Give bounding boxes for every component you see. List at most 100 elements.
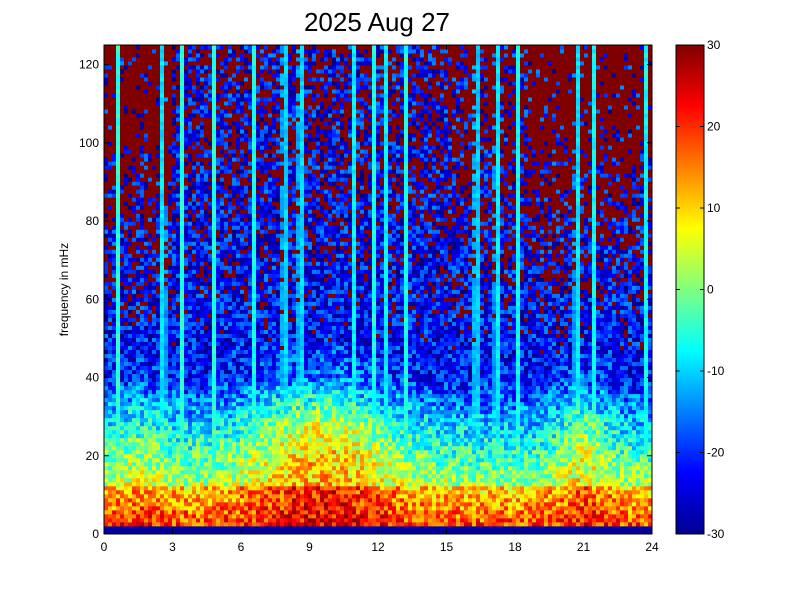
heatmap-cell (156, 397, 161, 403)
heatmap-cell (184, 177, 189, 182)
heatmap-cell (164, 349, 169, 355)
heatmap-cell (228, 333, 233, 338)
heatmap-cell (212, 297, 217, 302)
heatmap-cell (108, 165, 113, 170)
heatmap-cell (188, 341, 193, 347)
heatmap-cell (260, 209, 265, 214)
heatmap-cell (260, 53, 265, 58)
heatmap-cell (204, 505, 209, 511)
heatmap-cell (232, 93, 237, 98)
heatmap-cell (144, 293, 149, 298)
heatmap-cell (240, 57, 245, 62)
heatmap-cell (216, 233, 221, 238)
heatmap-cell (132, 273, 137, 278)
heatmap-cell (132, 425, 137, 431)
heatmap-cell (232, 149, 237, 154)
heatmap-cell (200, 57, 205, 62)
heatmap-cell (224, 361, 229, 367)
heatmap-cell (188, 513, 193, 519)
heatmap-cell (192, 305, 197, 310)
heatmap-cell (248, 169, 253, 174)
heatmap-cell (192, 517, 197, 523)
heatmap-cell (148, 489, 153, 495)
heatmap-cell (200, 397, 205, 403)
heatmap-cell (172, 429, 177, 435)
heatmap-cell (236, 521, 241, 527)
heatmap-cell (136, 317, 141, 322)
heatmap-cell (196, 121, 201, 126)
heatmap-cell (104, 381, 109, 387)
heatmap-cell (108, 377, 113, 383)
heatmap-cell (156, 509, 161, 515)
heatmap-cell (240, 513, 245, 519)
heatmap-cell (116, 189, 121, 194)
heatmap-cell (180, 465, 185, 471)
heatmap-cell (204, 97, 209, 102)
heatmap-cell (112, 425, 117, 431)
heatmap-cell (172, 145, 177, 150)
heatmap-cell (264, 189, 269, 194)
heatmap-cell (184, 301, 189, 306)
heatmap-cell (216, 529, 221, 535)
heatmap-cell (208, 333, 213, 338)
heatmap-cell (248, 445, 253, 451)
heatmap-cell (248, 297, 253, 302)
heatmap-cell (244, 181, 249, 186)
heatmap-cell (148, 349, 153, 355)
heatmap-cell (180, 233, 185, 238)
heatmap-cell (116, 85, 121, 90)
heatmap-cell (136, 441, 141, 447)
heatmap-cell (200, 121, 205, 126)
heatmap-cell (104, 305, 109, 310)
heatmap-cell (120, 377, 125, 383)
heatmap-cell (124, 285, 129, 290)
heatmap-cell (176, 85, 181, 90)
heatmap-cell (228, 101, 233, 106)
heatmap-cell (200, 289, 205, 294)
heatmap-cell (124, 413, 129, 419)
heatmap-cell (164, 257, 169, 262)
heatmap-cell (104, 205, 109, 210)
heatmap-cell (200, 93, 205, 98)
heatmap-cell (168, 441, 173, 447)
heatmap-cell (168, 417, 173, 423)
heatmap-cell (116, 261, 121, 266)
heatmap-cell (160, 189, 165, 194)
heatmap-cell (172, 277, 177, 282)
heatmap-cell (120, 237, 125, 242)
heatmap-cell (236, 197, 241, 202)
heatmap-cell (184, 197, 189, 202)
heatmap-cell (140, 49, 145, 54)
heatmap-cell (188, 161, 193, 166)
heatmap-cell (104, 129, 109, 134)
heatmap-cell (208, 401, 213, 407)
heatmap-cell (132, 253, 137, 258)
heatmap-cell (176, 305, 181, 310)
heatmap-cell (192, 453, 197, 459)
heatmap-cell (264, 393, 269, 399)
heatmap-cell (160, 193, 165, 198)
heatmap-cell (144, 225, 149, 230)
heatmap-cell (120, 505, 125, 511)
heatmap-cell (108, 213, 113, 218)
heatmap-cell (216, 189, 221, 194)
heatmap-cell (228, 369, 233, 375)
heatmap-cell (164, 153, 169, 158)
heatmap-cell (184, 433, 189, 439)
heatmap-cell (160, 93, 165, 98)
heatmap-cell (232, 465, 237, 471)
heatmap-cell (232, 493, 237, 499)
heatmap-cell (200, 345, 205, 351)
heatmap-cell (128, 241, 133, 246)
heatmap-cell (220, 373, 225, 379)
heatmap-cell (224, 341, 229, 347)
heatmap-cell (228, 213, 233, 218)
heatmap-cell (208, 269, 213, 274)
heatmap-cell (264, 249, 269, 254)
heatmap-cell (228, 365, 233, 371)
heatmap-cell (104, 497, 109, 503)
heatmap-cell (236, 213, 241, 218)
heatmap-cell (184, 389, 189, 395)
heatmap-cell (244, 357, 249, 363)
heatmap-cell (200, 213, 205, 218)
